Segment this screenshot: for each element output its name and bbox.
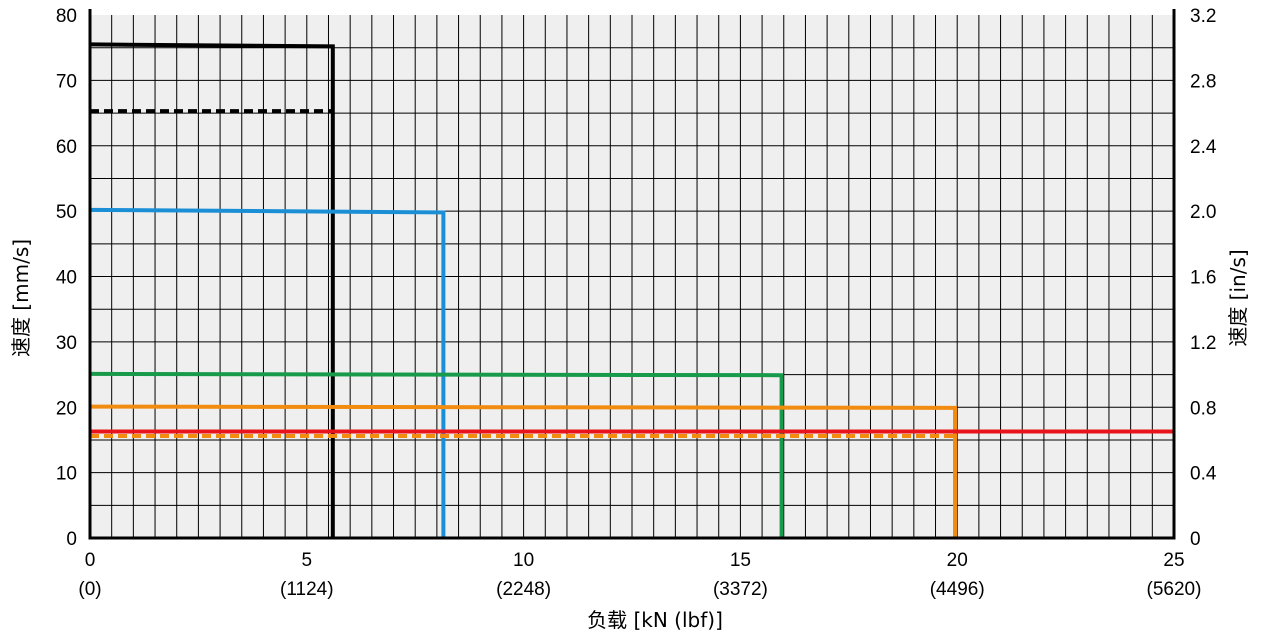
- y2-tick-label: 0.4: [1190, 464, 1217, 485]
- x-tick-sublabel: (5620): [1147, 579, 1202, 600]
- x-tick-label: 10: [513, 550, 534, 571]
- series-group: [89, 42, 1174, 538]
- y2-tick-label: 2.4: [1190, 137, 1217, 158]
- x-tick-label: 0: [85, 550, 96, 571]
- y-tick-label: 30: [56, 333, 77, 354]
- series-line-4: [89, 371, 784, 538]
- x-tick-label: 25: [1163, 550, 1184, 571]
- y2-tick-label: 1.6: [1190, 268, 1216, 289]
- y-tick-label: 40: [56, 268, 77, 289]
- y-tick-label: 60: [56, 137, 77, 158]
- x-tick-sublabel: (4496): [930, 579, 985, 600]
- y2-tick-label: 3.2: [1190, 6, 1216, 27]
- y2-tick-label: 2.0: [1190, 202, 1216, 223]
- y-tick-label: 50: [56, 202, 77, 223]
- x-tick-sublabel: (3372): [713, 579, 768, 600]
- axes: [88, 9, 1176, 540]
- y-tick-label: 80: [56, 6, 77, 27]
- y-tick-label: 10: [56, 464, 77, 485]
- y2-tick-label: 2.8: [1190, 71, 1216, 92]
- series-line-5: [89, 404, 958, 538]
- grid: [90, 15, 1174, 538]
- tick-labels: 0102030405060708000.40.81.21.62.02.42.83…: [56, 6, 1217, 600]
- x-tick-label: 5: [302, 550, 313, 571]
- x-tick-label: 20: [947, 550, 968, 571]
- y-tick-label: 70: [56, 71, 77, 92]
- y2-tick-label: 0.8: [1190, 398, 1216, 419]
- y-axis-title: 速度 [mm/s]: [9, 239, 33, 357]
- x-tick-sublabel: (2248): [496, 579, 551, 600]
- x-tick-sublabel: (0): [78, 579, 101, 600]
- y-tick-label: 20: [56, 398, 77, 419]
- x-axis-title: 负载 [kN (lbf)]: [587, 608, 723, 632]
- x-tick-sublabel: (1124): [280, 579, 334, 600]
- y2-axis-title: 速度 [in/s]: [1226, 249, 1250, 346]
- y2-tick-label: 0: [1190, 529, 1201, 550]
- y-tick-label: 0: [66, 529, 77, 550]
- y2-tick-label: 1.2: [1190, 333, 1216, 354]
- x-tick-label: 15: [730, 550, 751, 571]
